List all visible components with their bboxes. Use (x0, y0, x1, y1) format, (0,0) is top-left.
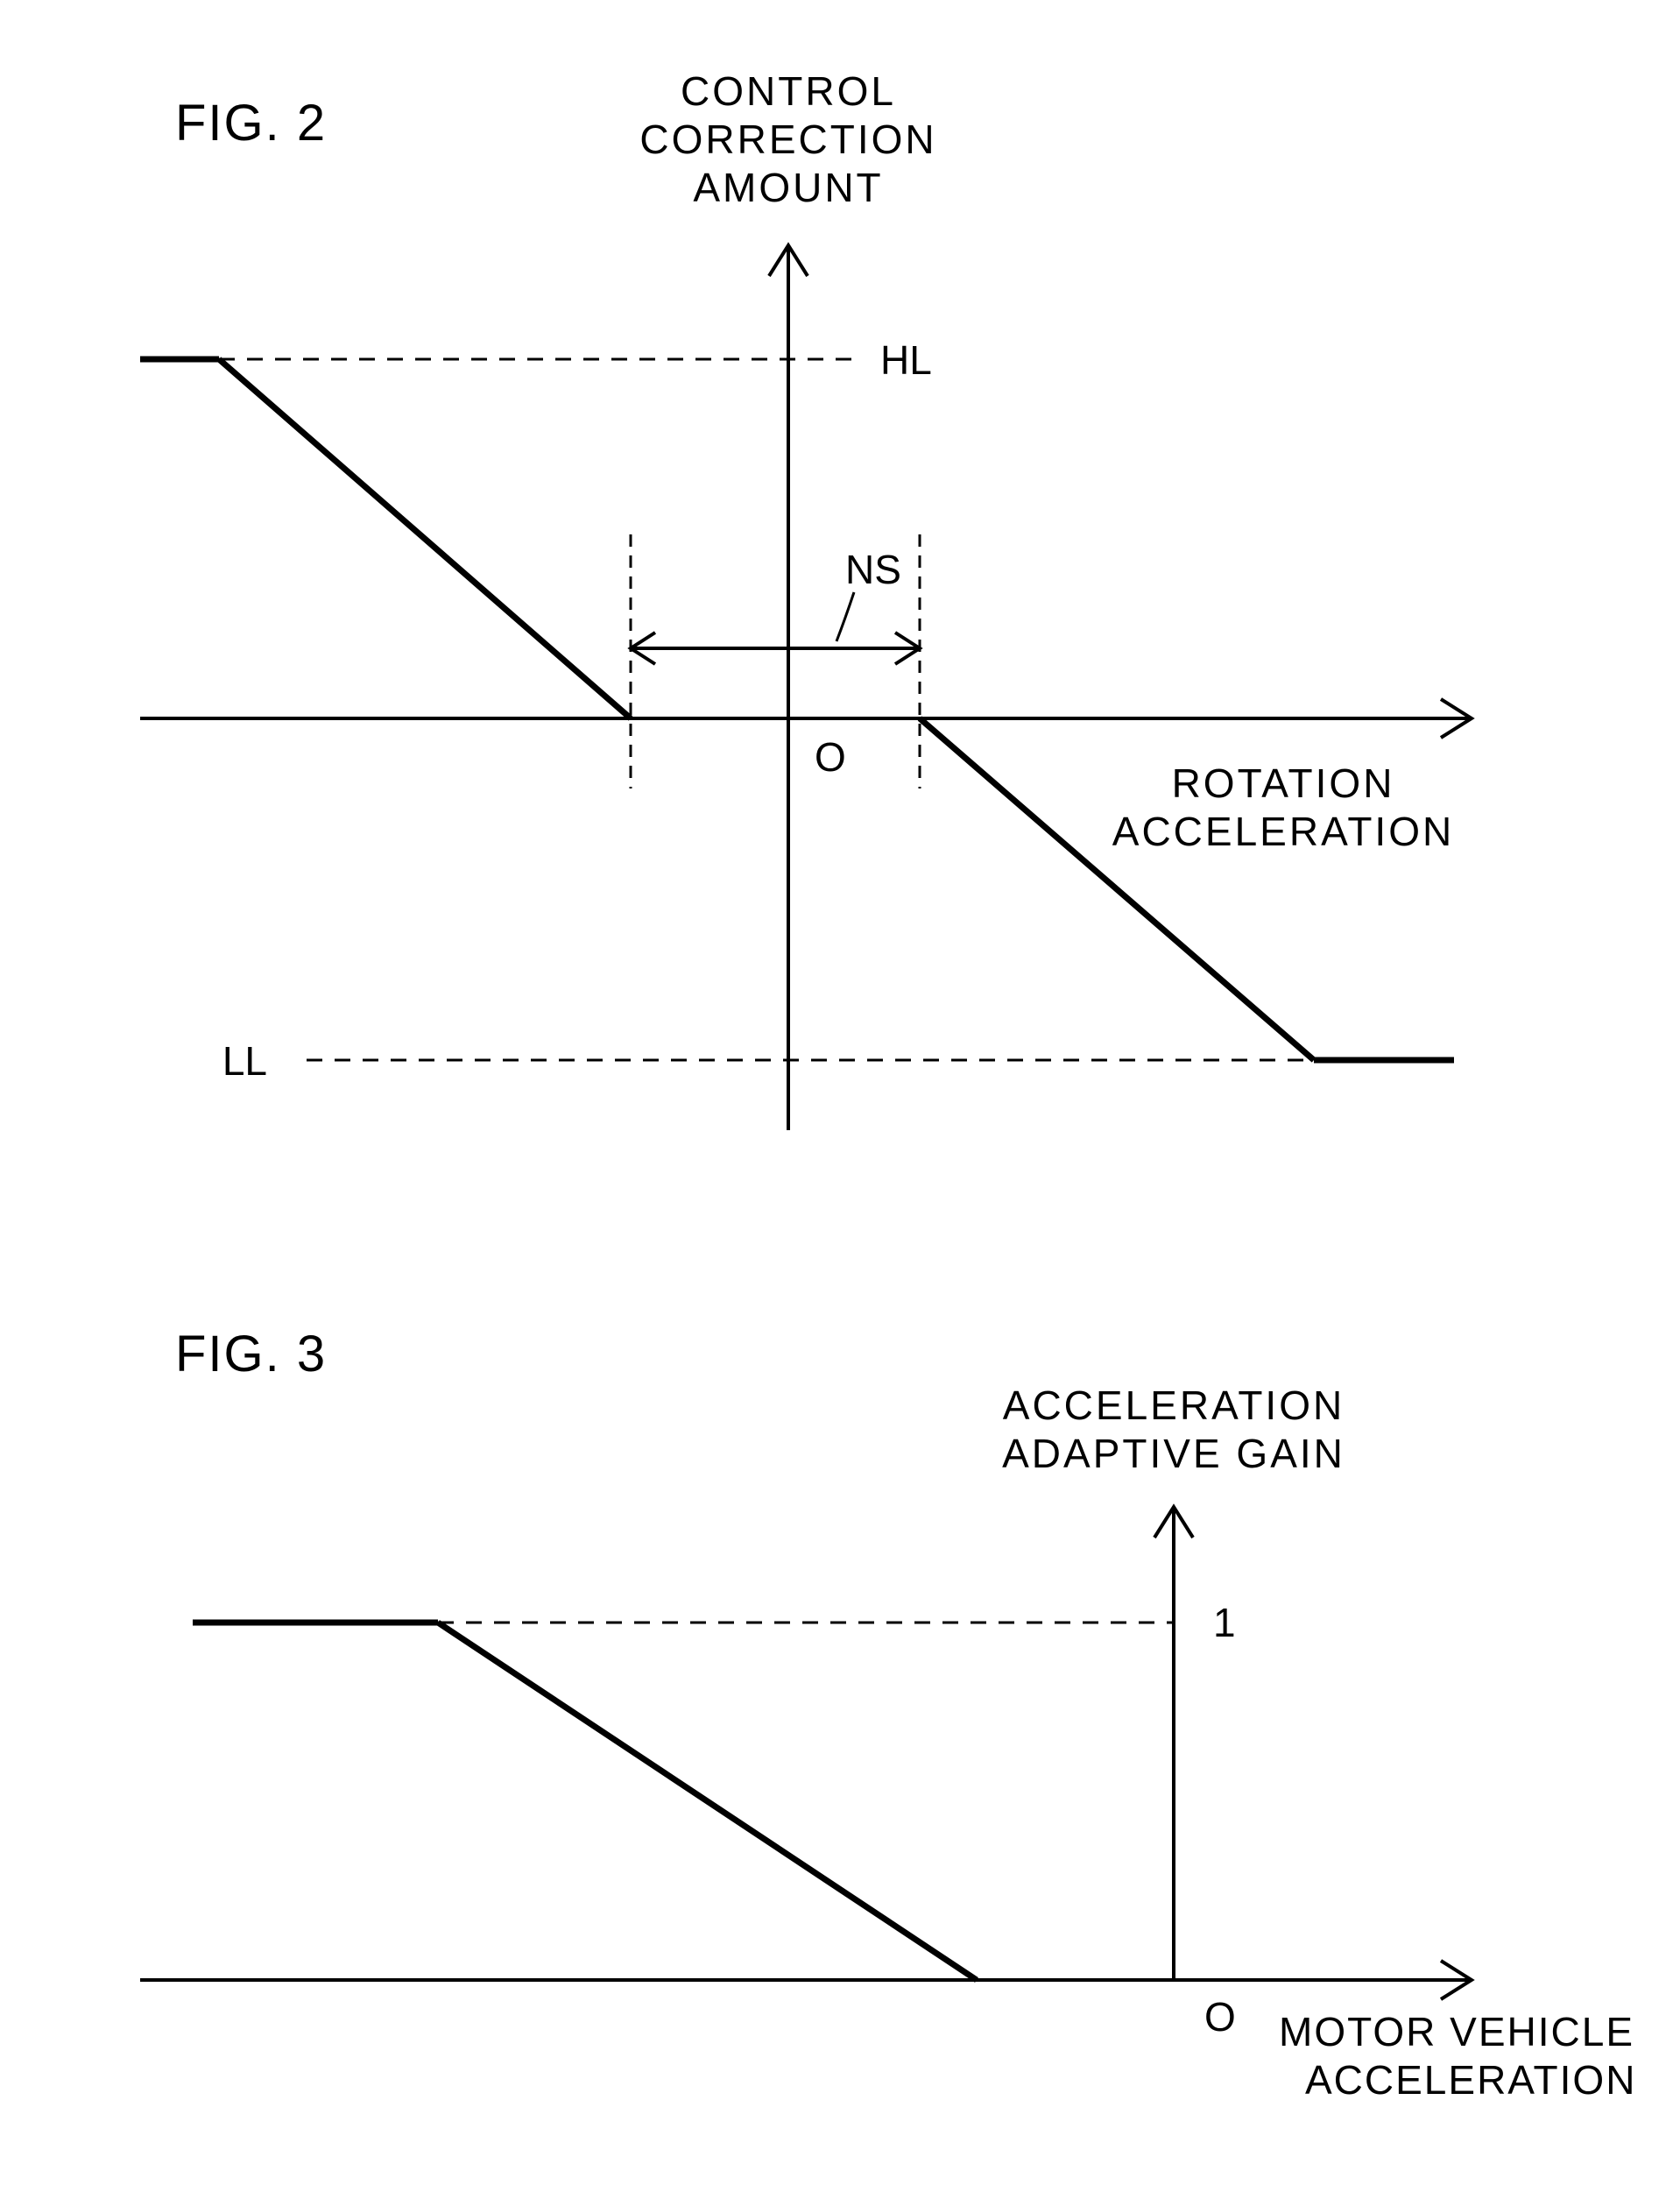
fig3-xaxis-label-2: ACCELERATION (1305, 2057, 1636, 2103)
fig2-xaxis-label-1: ROTATION (1172, 760, 1395, 806)
fig3-yaxis-label-2: ADAPTIVE GAIN (1002, 1431, 1345, 1476)
fig2-yaxis-label-1: CONTROL (681, 68, 896, 114)
fig3-tick-1: 1 (1213, 1600, 1236, 1645)
fig2-origin-label: O (815, 734, 846, 780)
fig2-ns-leader (836, 592, 854, 641)
fig2-hl-label: HL (880, 337, 932, 383)
fig3-curve-slope (438, 1623, 977, 1980)
fig3-svg: FIG. 3 ACCELERATION ADAPTIVE GAIN O 1 MO… (0, 1297, 1680, 2173)
fig3-caption: FIG. 3 (175, 1326, 327, 1382)
fig3-origin-label: O (1204, 1994, 1236, 2040)
fig2-ns-label: NS (845, 547, 901, 592)
fig2-xaxis-label-2: ACCELERATION (1112, 809, 1454, 854)
fig2-yaxis-label-3: AMOUNT (693, 165, 883, 210)
fig2-caption: FIG. 2 (175, 95, 327, 152)
fig2-curve-slope-upper (219, 359, 631, 718)
fig2-svg: FIG. 2 CONTROL CORRECTION AMOUNT O ROTAT… (0, 0, 1680, 1227)
fig2-yaxis-label-2: CORRECTION (639, 117, 936, 162)
fig3-xaxis-label-1: MOTOR VEHICLE (1279, 2009, 1634, 2054)
fig2-ll-label: LL (222, 1038, 267, 1084)
fig3-yaxis-label-1: ACCELERATION (1003, 1382, 1345, 1428)
